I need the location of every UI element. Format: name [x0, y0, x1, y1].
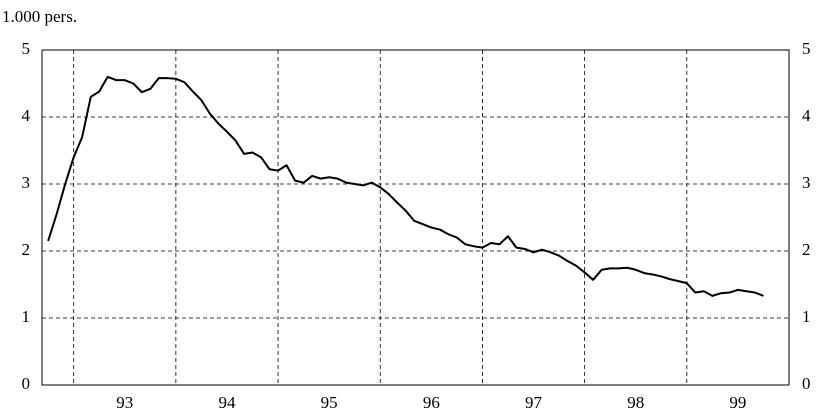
plot-frame — [41, 49, 790, 386]
y2-tick-label: 0 — [802, 374, 811, 393]
y-tick-label: 5 — [22, 39, 31, 58]
y2-tick-label: 1 — [802, 307, 811, 326]
y-tick-label: 3 — [22, 173, 31, 192]
y-tick-label: 0 — [22, 374, 31, 393]
x-tick-label: 93 — [116, 393, 133, 412]
y2-tick-label: 4 — [802, 106, 811, 125]
y-tick-label: 4 — [22, 106, 31, 125]
x-tick-label: 94 — [218, 393, 236, 412]
x-tick-label: 97 — [525, 393, 543, 412]
y2-tick-label: 5 — [802, 39, 811, 58]
x-tick-label: 98 — [627, 393, 644, 412]
y-tick-label: 1 — [22, 307, 31, 326]
x-tick-label: 96 — [423, 393, 440, 412]
y2-tick-label: 2 — [802, 240, 811, 259]
x-tick-label: 99 — [729, 393, 746, 412]
y-tick-label: 2 — [22, 240, 31, 259]
chart-title: 1.000 pers. — [2, 7, 77, 26]
data-line — [47, 75, 764, 297]
x-tick-label: 95 — [321, 393, 338, 412]
y2-tick-label: 3 — [802, 173, 811, 192]
